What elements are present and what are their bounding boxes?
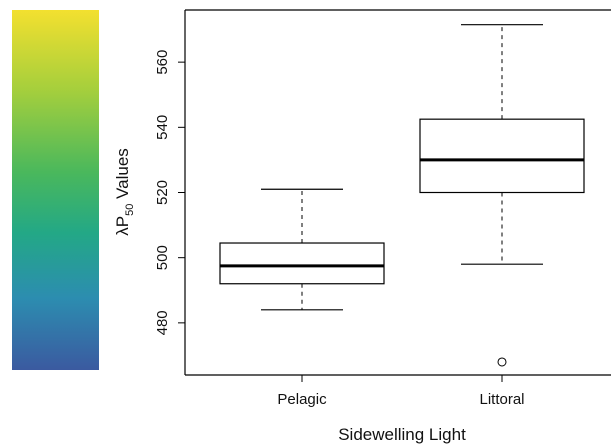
y-label-main: λP	[113, 216, 132, 236]
x-tick-label: Pelagic	[277, 391, 327, 408]
y-tick-label: 560	[154, 50, 171, 75]
box	[419, 118, 585, 194]
y-tick-label: 480	[154, 310, 171, 335]
x-axis-label: Sidewelling Light	[338, 425, 466, 444]
y-tick-label: 500	[154, 245, 171, 270]
color-bar	[12, 10, 99, 370]
x-tick-label: Littoral	[479, 391, 524, 408]
y-tick-label: 520	[154, 180, 171, 205]
outlier	[497, 357, 507, 367]
y-tick-label: 540	[154, 115, 171, 140]
box	[219, 242, 385, 285]
y-label-sub: 50	[124, 204, 136, 216]
y-label-rest: Values	[113, 148, 132, 203]
y-axis-label: λP50 Values	[113, 148, 136, 236]
